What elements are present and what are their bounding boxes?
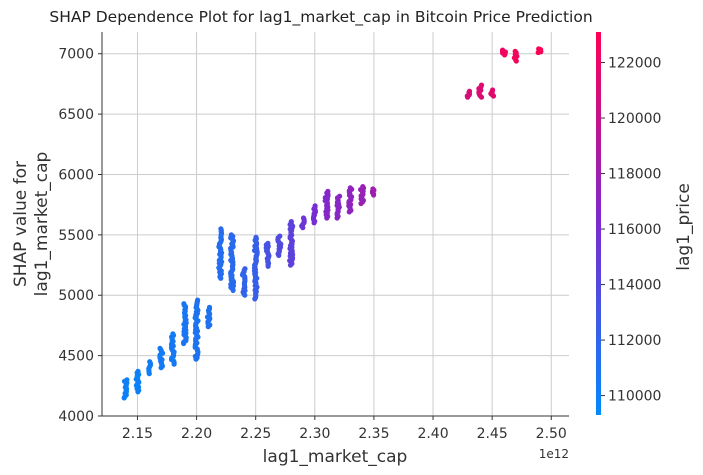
- x-tick-label: 2.30: [299, 426, 330, 442]
- x-tick-label: 2.40: [417, 426, 448, 442]
- data-point: [242, 266, 248, 272]
- colorbar-tick-label: 122000: [608, 56, 661, 72]
- y-tick-label: 4000: [58, 409, 94, 425]
- x-ticks: 2.15 2.20 2.25 2.30 2.35 2.40 2.45 2.50: [122, 416, 567, 442]
- data-point: [218, 226, 224, 232]
- data-point: [181, 301, 187, 307]
- data-point: [466, 88, 473, 94]
- data-point: [300, 215, 307, 221]
- data-point: [157, 345, 163, 351]
- y-axis-label-line-1: SHAP value for: [11, 161, 31, 287]
- x-tick-label: 2.35: [358, 426, 389, 442]
- data-point: [265, 240, 271, 246]
- colorbar-tick-label: 112000: [608, 333, 661, 349]
- colorbar-tick-label: 116000: [608, 222, 661, 238]
- data-point: [253, 234, 259, 240]
- data-point: [277, 233, 283, 239]
- x-offset-text: 1e12: [539, 447, 569, 461]
- data-point: [325, 188, 331, 194]
- y-tick-label: 5500: [58, 228, 94, 244]
- colorbar-label: lag1_price: [674, 183, 694, 271]
- data-point: [512, 48, 518, 54]
- data-point: [536, 46, 542, 52]
- x-tick-label: 2.50: [536, 426, 567, 442]
- data-point: [124, 377, 130, 383]
- data-point: [147, 359, 153, 365]
- x-tick-label: 2.20: [181, 426, 212, 442]
- colorbar-tick-label: 118000: [608, 167, 661, 183]
- x-axis-label: lag1_market_cap: [263, 447, 408, 467]
- data-point: [206, 304, 213, 310]
- colorbar: [596, 32, 601, 415]
- data-point: [478, 82, 485, 88]
- colorbar-tick-label: 114000: [608, 278, 661, 294]
- data-point: [360, 184, 366, 190]
- data-points: [121, 46, 544, 401]
- data-point: [370, 186, 376, 192]
- data-point: [195, 297, 201, 303]
- data-point: [500, 47, 506, 53]
- colorbar-ticks: 110000 112000 114000 116000 118000 120000 1220…: [601, 56, 661, 405]
- chart-title: SHAP Dependence Plot for lag1_market_cap…: [49, 8, 592, 27]
- x-tick-label: 2.15: [122, 426, 153, 442]
- data-point: [288, 219, 294, 225]
- y-tick-label: 4500: [58, 349, 94, 365]
- data-point: [228, 232, 234, 238]
- data-point: [337, 193, 343, 199]
- data-point: [347, 185, 353, 191]
- x-tick-label: 2.45: [477, 426, 508, 442]
- x-tick-label: 2.25: [240, 426, 271, 442]
- colorbar-tick-label: 120000: [608, 111, 661, 127]
- data-point: [312, 203, 318, 209]
- grid-lines: [102, 32, 569, 417]
- y-tick-label: 6500: [58, 107, 94, 123]
- axes: [101, 32, 569, 417]
- y-tick-label: 7000: [58, 47, 94, 63]
- y-ticks: 4000 4500 5000 5500 6000 6500 7000: [58, 47, 102, 425]
- y-tick-label: 5000: [58, 288, 94, 304]
- y-tick-label: 6000: [58, 167, 94, 183]
- colorbar-tick-label: 110000: [608, 389, 661, 405]
- data-point: [490, 87, 496, 93]
- y-axis-label-line-2: lag1_market_cap: [32, 152, 52, 297]
- data-point: [135, 368, 141, 374]
- data-point: [170, 331, 176, 337]
